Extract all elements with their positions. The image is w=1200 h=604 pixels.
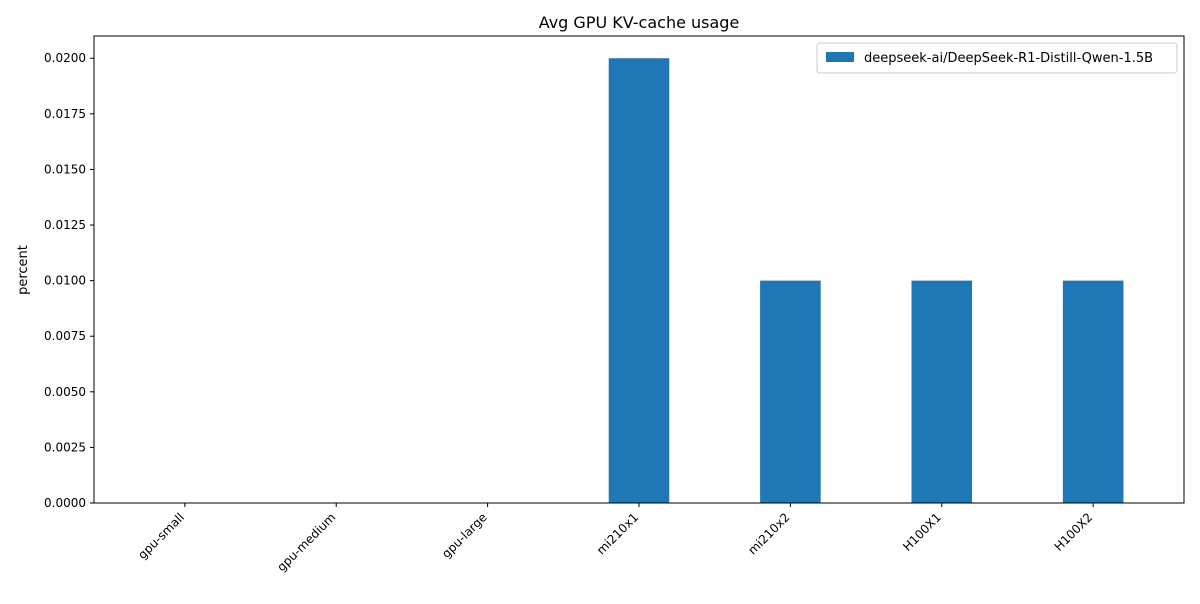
y-tick-label: 0.0025 bbox=[44, 440, 86, 454]
bar-H100X2 bbox=[1062, 280, 1124, 503]
y-tick-label: 0.0000 bbox=[44, 496, 86, 510]
bar-mi210x1 bbox=[608, 58, 670, 503]
legend-swatch bbox=[826, 52, 854, 62]
legend-label: deepseek-ai/DeepSeek-R1-Distill-Qwen-1.5… bbox=[864, 51, 1153, 66]
y-tick-label: 0.0050 bbox=[44, 385, 86, 399]
bar-mi210x2 bbox=[760, 280, 821, 503]
legend-box bbox=[816, 42, 1178, 74]
y-tick-label: 0.0150 bbox=[44, 162, 86, 176]
y-tick-label: 0.0075 bbox=[44, 329, 86, 343]
bar-H100X1 bbox=[911, 280, 973, 503]
bars-group bbox=[608, 58, 1124, 503]
y-tick-label: 0.0200 bbox=[44, 51, 86, 65]
chart-title: Avg GPU KV-cache usage bbox=[539, 13, 740, 32]
plot-frame bbox=[93, 35, 1185, 504]
legend: deepseek-ai/DeepSeek-R1-Distill-Qwen-1.5… bbox=[816, 42, 1178, 74]
y-axis-label: percent bbox=[16, 245, 31, 295]
y-tick-label: 0.0125 bbox=[44, 218, 86, 232]
y-tick-label: 0.0100 bbox=[44, 274, 86, 288]
y-axis-ticks: 0.0000 0.0025 0.0050 0.0075 0.0100 0.0125 0.01… bbox=[44, 51, 94, 510]
y-tick-label: 0.0175 bbox=[44, 107, 86, 121]
